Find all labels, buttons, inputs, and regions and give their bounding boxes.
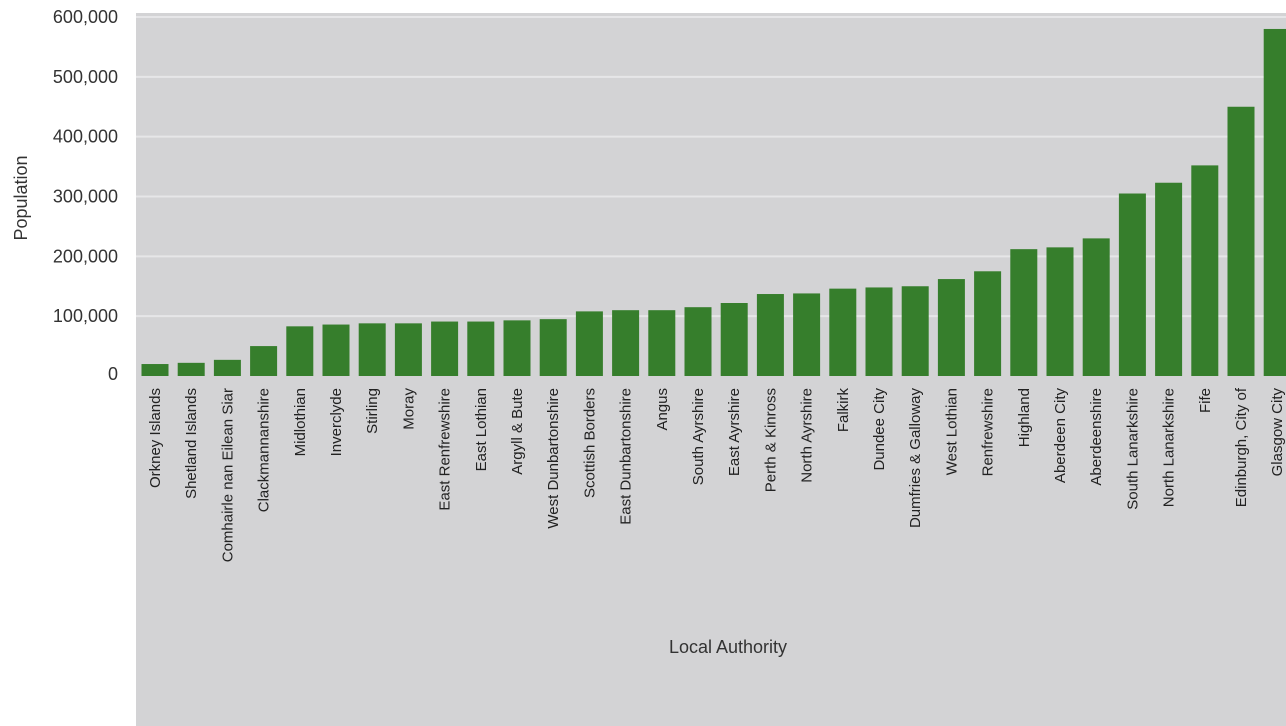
y-tick-label: 100,000: [53, 306, 118, 326]
bar: [286, 326, 314, 376]
x-tick-label: Midlothian: [292, 388, 309, 456]
y-tick-label: 300,000: [53, 187, 118, 207]
bar: [1191, 165, 1219, 376]
bar: [974, 271, 1002, 376]
x-tick-label: East Renfrewshire: [437, 388, 454, 511]
x-tick-label: Clackmannanshire: [256, 388, 273, 512]
x-tick-label: East Lothian: [473, 388, 490, 471]
x-tick-label: Edinburgh, City of: [1233, 387, 1250, 507]
x-tick-labels: Orkney Islands Shetland Islands Comhairle …: [147, 387, 1286, 562]
bars: [141, 28, 1286, 376]
x-tick-label: Inverclyde: [328, 388, 345, 456]
x-tick-label: Glasgow City: [1269, 388, 1286, 477]
bar: [1010, 249, 1038, 376]
bar: [793, 293, 821, 376]
bar: [177, 362, 205, 376]
y-tick-label: 500,000: [53, 67, 118, 87]
bar: [865, 287, 893, 376]
bar: [684, 307, 712, 376]
bar: [1227, 106, 1255, 376]
bar: [322, 324, 350, 376]
bar: [250, 346, 278, 376]
x-tick-label: Dumfries & Galloway: [907, 388, 924, 529]
bar: [937, 279, 965, 376]
bar: [394, 323, 422, 376]
bar: [720, 303, 748, 376]
bar: [358, 323, 386, 376]
bar: [1118, 193, 1146, 376]
bar: [213, 359, 241, 376]
x-tick-label: Angus: [654, 388, 671, 431]
y-tick-labels: 0 100,000 200,000 300,000 400,000 500,000 600,…: [53, 7, 118, 384]
x-tick-label: Scottish Borders: [581, 388, 598, 498]
y-tick-label: 400,000: [53, 127, 118, 147]
y-tick-label: 200,000: [53, 246, 118, 266]
bar: [1263, 28, 1286, 376]
bar: [503, 320, 531, 376]
x-tick-label: Dundee City: [871, 388, 888, 471]
x-tick-label: North Lanarkshire: [1161, 388, 1178, 507]
bar: [141, 364, 169, 376]
x-tick-label: Falkirk: [835, 388, 852, 433]
x-tick-label: Shetland Islands: [183, 388, 200, 499]
x-tick-label: East Ayrshire: [726, 388, 743, 476]
bar: [431, 321, 459, 376]
bar: [575, 311, 603, 376]
bar: [756, 294, 784, 376]
bar: [1155, 182, 1183, 376]
x-tick-label: Orkney Islands: [147, 388, 164, 488]
y-tick-label: 600,000: [53, 7, 118, 27]
bar: [467, 321, 495, 376]
y-tick-label: 0: [108, 364, 118, 384]
x-tick-label: East Dunbartonshire: [618, 388, 635, 525]
y-axis-title: Population: [11, 155, 31, 240]
x-tick-label: Fife: [1197, 388, 1214, 413]
x-tick-label: West Dunbartonshire: [545, 388, 562, 529]
x-tick-label: Aberdeenshire: [1088, 388, 1105, 486]
x-tick-label: South Lanarkshire: [1124, 388, 1141, 510]
gridlines: [136, 16, 1286, 318]
x-tick-label: Stirling: [364, 388, 381, 434]
bar: [901, 286, 929, 376]
x-tick-label: Aberdeen City: [1052, 388, 1069, 484]
bar: [612, 310, 640, 376]
x-tick-label: Perth & Kinross: [762, 388, 779, 492]
x-tick-label: Moray: [400, 388, 417, 430]
x-axis-title: Local Authority: [669, 637, 787, 657]
bar: [1046, 247, 1074, 376]
x-tick-label: South Ayrshire: [690, 388, 707, 485]
x-tick-label: Renfrewshire: [980, 388, 997, 476]
bar: [648, 310, 676, 376]
x-tick-label: Comhairle nan Eilean Siar: [219, 388, 236, 562]
bar: [829, 288, 857, 376]
bar: [539, 319, 567, 376]
x-tick-label: Highland: [1016, 388, 1033, 447]
x-tick-label: Argyll & Bute: [509, 388, 526, 475]
x-tick-label: West Lothian: [943, 388, 960, 475]
bar: [1082, 238, 1110, 376]
x-tick-label: North Ayrshire: [799, 388, 816, 483]
